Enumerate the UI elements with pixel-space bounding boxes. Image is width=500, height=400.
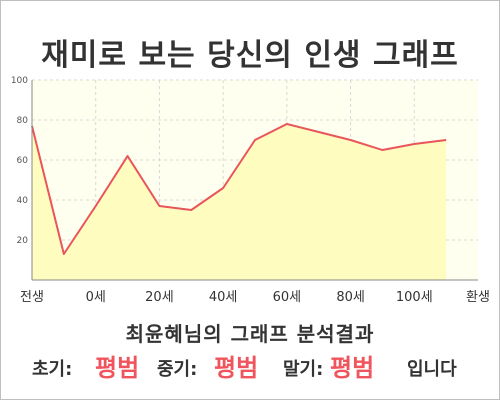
x-tick-label: 20세	[145, 290, 174, 305]
x-tick-label: 40세	[209, 290, 238, 305]
result-summary: 초기: 평범 중기: 평범 말기: 평범 입니다	[0, 345, 500, 382]
result-title: 최윤혜님의 그래프 분석결과	[125, 322, 375, 346]
x-tick-label: 0세	[86, 290, 106, 305]
y-tick-label: 100	[11, 76, 28, 86]
series-area	[32, 124, 447, 280]
y-tick-label: 80	[17, 116, 29, 126]
late-label: 말기:	[283, 359, 324, 380]
x-tick-label: 80세	[336, 290, 365, 305]
early-label: 초기:	[32, 359, 73, 380]
page-title: 재미로 보는 당신의 인생 그래프	[41, 38, 459, 73]
x-tick-label: 환생	[466, 290, 490, 305]
x-tick-label: 60세	[273, 290, 302, 305]
y-tick-label: 60	[17, 156, 29, 166]
y-tick-label: 20	[17, 236, 29, 246]
series-line	[31, 123, 447, 255]
late-value: 평범	[330, 354, 375, 382]
middle-value: 평범	[214, 354, 259, 382]
result-suffix: 입니다	[407, 359, 457, 380]
middle-label: 중기:	[157, 359, 198, 380]
x-tick-label: 전생	[20, 290, 44, 305]
early-value: 평범	[95, 354, 140, 382]
x-tick-label: 100세	[396, 290, 433, 305]
y-tick-label: 40	[17, 196, 29, 206]
